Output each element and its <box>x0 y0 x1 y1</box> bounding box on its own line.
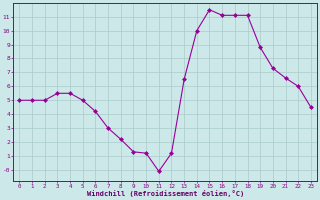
X-axis label: Windchill (Refroidissement éolien,°C): Windchill (Refroidissement éolien,°C) <box>86 190 244 197</box>
